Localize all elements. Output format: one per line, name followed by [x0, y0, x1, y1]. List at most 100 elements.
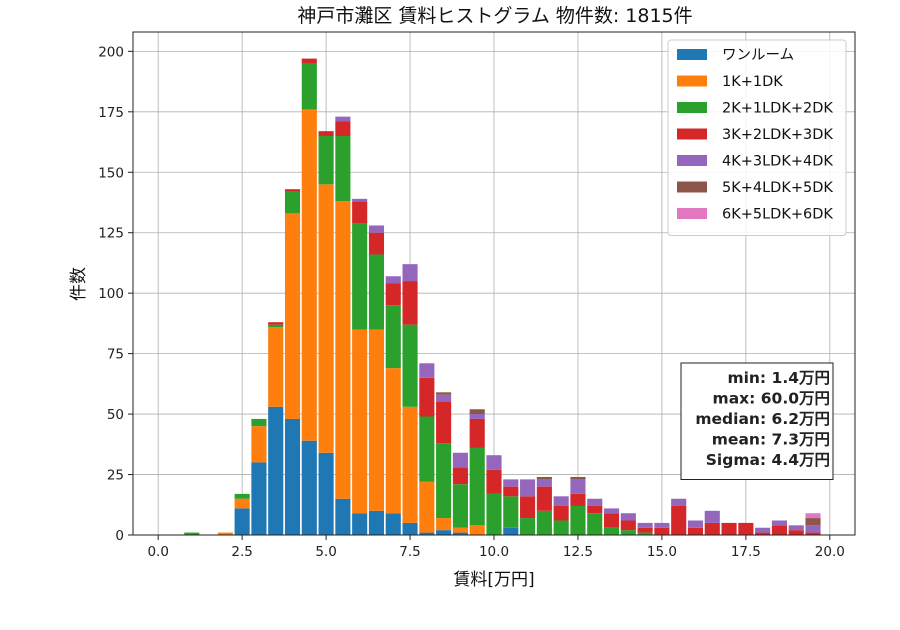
- bar-5.5-series-4: [335, 116, 351, 122]
- legend-swatch-1: [677, 75, 707, 87]
- bar-4-series-1: [284, 213, 301, 419]
- bar-5.5-series-0: [335, 498, 351, 535]
- bar-19.5-series-5: [805, 518, 821, 526]
- bar-4.5-series-2: [301, 63, 317, 110]
- bar-7-series-1: [385, 368, 401, 514]
- bar-11.5-series-4: [536, 479, 552, 487]
- bar-6.5-series-2: [368, 254, 385, 330]
- bar-18-series-3: [755, 532, 771, 535]
- bar-5-series-1: [318, 184, 334, 453]
- bar-19-series-3: [788, 530, 804, 535]
- bar-5.5-series-1: [335, 201, 351, 499]
- bar-11-series-4: [520, 479, 536, 497]
- bar-7.5-series-0: [402, 522, 418, 535]
- bar-6-series-1: [352, 329, 368, 514]
- bar-8.5-series-0: [436, 530, 452, 535]
- bar-10-series-2: [486, 493, 502, 535]
- bar-8.5-series-5: [436, 392, 452, 395]
- y-tick-label-1: 25: [107, 468, 124, 484]
- x-tick-label-1: 2.5: [231, 544, 252, 560]
- y-axis-title: 件数: [69, 267, 89, 301]
- legend-swatch-3: [677, 128, 707, 140]
- bar-11-series-2: [520, 518, 536, 535]
- bar-5-series-3: [318, 131, 334, 136]
- stats-line-3: mean: 7.3万円: [712, 431, 830, 449]
- bar-9-series-1: [452, 527, 468, 533]
- x-tick-label-6: 15.0: [647, 544, 677, 560]
- x-tick-label-4: 10.0: [479, 544, 509, 560]
- bar-3-series-1: [251, 426, 267, 463]
- bar-11-series-3: [520, 496, 536, 519]
- stats-line-1: max: 60.0万円: [713, 390, 830, 408]
- bar-12.5-series-2: [570, 505, 586, 535]
- bar-15.5-series-3: [671, 505, 687, 535]
- bar-7-series-2: [385, 305, 401, 369]
- bar-12-series-3: [553, 505, 569, 521]
- bar-9.5-series-4: [469, 414, 485, 419]
- legend-label-6: 6K+5LDK+6DK: [722, 207, 833, 223]
- stats-line-0: min: 1.4万円: [727, 369, 830, 387]
- bar-6.5-series-3: [368, 232, 385, 255]
- bar-6-series-4: [352, 198, 368, 202]
- bar-8-series-2: [419, 416, 435, 482]
- bar-11.5-series-3: [536, 486, 552, 511]
- bar-7.5-series-2: [402, 324, 418, 407]
- y-tick-label-4: 100: [98, 286, 124, 302]
- bar-13.5-series-3: [603, 513, 620, 528]
- bar-2.5-series-0: [234, 508, 250, 535]
- bar-4.5-series-0: [301, 440, 317, 535]
- bar-15-series-4: [654, 522, 670, 528]
- bar-13.5-series-4: [603, 508, 620, 514]
- bar-5.5-series-3: [335, 121, 351, 136]
- legend-label-3: 3K+2LDK+3DK: [722, 127, 833, 143]
- bars: [184, 58, 821, 535]
- y-tick-label-7: 175: [98, 105, 124, 121]
- bar-9.5-series-1: [469, 525, 485, 535]
- stats-line-2: median: 6.2万円: [695, 410, 830, 428]
- y-tick-label-2: 50: [107, 407, 124, 423]
- legend-swatch-0: [677, 49, 707, 60]
- bar-10-series-3: [486, 469, 502, 494]
- bar-7-series-3: [385, 283, 401, 306]
- bar-8.5-series-1: [436, 518, 452, 531]
- x-tick-label-0: 0.0: [147, 544, 168, 560]
- bar-4.5-series-1: [301, 109, 317, 441]
- legend-label-0: ワンルーム: [722, 48, 794, 64]
- bar-3-series-2: [251, 418, 267, 427]
- bar-7-series-4: [385, 276, 401, 284]
- legend-label-1: 1K+1DK: [722, 74, 783, 90]
- stats-box: min: 1.4万円 max: 60.0万円 median: 6.2万円 mean: …: [680, 362, 834, 480]
- bar-13.5-series-2: [603, 527, 620, 535]
- bar-3-series-0: [251, 462, 267, 535]
- x-tick-label-2: 5.0: [315, 544, 336, 560]
- bar-6.5-series-1: [368, 329, 385, 511]
- chart-title: 神戸市灘区 賃料ヒストグラム 物件数: 1815件: [297, 5, 692, 27]
- bar-14.5-series-4: [637, 522, 653, 528]
- legend-label-4: 4K+3LDK+4DK: [722, 154, 833, 170]
- bar-9-series-3: [452, 467, 468, 485]
- bar-4.5-series-3: [301, 58, 317, 64]
- bar-14-series-2: [620, 530, 636, 535]
- bar-8-series-0: [419, 532, 435, 535]
- bar-7.5-series-1: [402, 406, 418, 523]
- y-tick-label-3: 75: [107, 347, 124, 363]
- legend-swatch-6: [677, 208, 707, 219]
- x-axis-title: 賃料[万円]: [453, 570, 534, 590]
- bar-13-series-4: [587, 498, 603, 506]
- y-tick-label-0: 0: [115, 528, 124, 544]
- bar-8.5-series-2: [436, 443, 452, 519]
- bar-16.5-series-3: [704, 522, 720, 535]
- bar-16.5-series-4: [704, 510, 720, 523]
- bar-18.5-series-4: [771, 520, 787, 526]
- x-axis-ticks: 0.0 2.5 5.0 7.5 10.0 12.5 15.0 17.5 20.0: [147, 535, 845, 560]
- legend-label-2: 2K+1LDK+2DK: [722, 101, 833, 117]
- legend-label-5: 5K+4LDK+5DK: [722, 180, 833, 196]
- bar-12.5-series-5: [570, 476, 586, 480]
- bar-6-series-3: [352, 201, 368, 224]
- y-tick-label-6: 150: [98, 165, 124, 181]
- bar-14-series-3: [620, 520, 636, 531]
- bar-4-series-3: [284, 189, 301, 192]
- bar-11.5-series-5: [536, 476, 552, 480]
